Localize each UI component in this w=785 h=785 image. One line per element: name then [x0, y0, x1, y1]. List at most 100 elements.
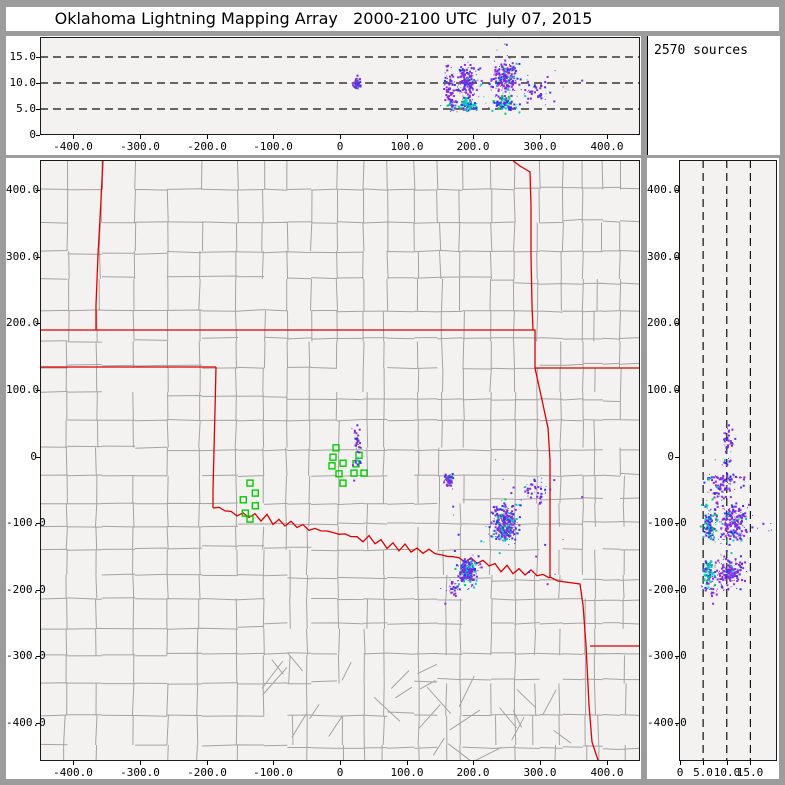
lightning-source-dot	[507, 79, 510, 82]
page-title: Oklahoma Lightning Mapping Array 2000-21…	[54, 9, 593, 28]
lightning-source-dot	[495, 94, 498, 97]
lightning-source-dot	[491, 535, 494, 538]
lightning-source-dot	[723, 518, 726, 521]
lightning-source-dot	[467, 61, 469, 63]
lightning-source-dot	[742, 534, 744, 536]
lightning-source-dot	[721, 584, 722, 586]
lightning-source-dot	[770, 523, 772, 524]
lightning-source-dot	[497, 524, 499, 526]
lightning-source-dot	[471, 87, 474, 90]
lightning-source-dot	[463, 103, 465, 106]
lightning-source-dot	[443, 480, 445, 481]
lightning-source-dot	[741, 517, 743, 520]
lightning-source-dot	[503, 79, 506, 82]
lightning-source-dot	[494, 509, 497, 512]
lightning-source-dot	[709, 571, 712, 574]
tick-label: 10.0	[713, 766, 741, 779]
lightning-source-dot	[499, 524, 502, 527]
lightning-source-dot	[724, 437, 727, 440]
lightning-source-dot	[708, 563, 710, 566]
lightning-source-dot	[709, 569, 712, 572]
lightning-source-dot	[356, 83, 359, 86]
lightning-source-dot	[509, 75, 512, 78]
lightning-source-dot	[712, 526, 714, 528]
lightning-source-dot	[706, 569, 708, 571]
tick-label: -400.0	[53, 766, 93, 779]
lightning-source-dot	[533, 84, 536, 87]
lightning-source-dot	[498, 522, 500, 525]
lightning-source-dot	[515, 526, 517, 528]
lightning-source-dot	[705, 516, 708, 519]
lma-station-marker	[339, 459, 347, 467]
tick-mark	[675, 457, 679, 458]
lightning-source-dot	[443, 475, 446, 478]
lightning-source-dot	[708, 518, 711, 521]
ew-altitude-plot[interactable]	[40, 37, 640, 135]
lightning-source-dot	[468, 103, 471, 106]
lightning-source-dot	[527, 495, 529, 497]
lightning-source-dot	[539, 95, 541, 98]
lightning-source-dot	[520, 89, 522, 91]
lightning-source-dot	[516, 532, 519, 535]
lightning-source-dot	[708, 572, 710, 574]
lightning-source-dot	[502, 505, 504, 507]
tick-mark	[703, 761, 704, 765]
lightning-source-dot	[729, 579, 732, 582]
lightning-source-dot	[463, 558, 466, 561]
lightning-source-dot	[534, 87, 536, 89]
lightning-source-dot	[526, 489, 529, 492]
lightning-source-dot	[546, 583, 549, 586]
lightning-source-dot	[502, 81, 504, 83]
lightning-source-dot	[358, 451, 361, 454]
lightning-source-dot	[445, 89, 448, 91]
lightning-source-dot	[714, 566, 716, 568]
lightning-source-dot	[467, 572, 470, 575]
lightning-source-dot	[461, 107, 463, 108]
lightning-source-dot	[722, 572, 724, 573]
lightning-source-dot	[495, 521, 497, 523]
lightning-source-dot	[729, 444, 731, 445]
lightning-source-dot	[449, 476, 451, 478]
lightning-source-dot	[462, 76, 465, 79]
lightning-source-dot	[468, 567, 470, 568]
tick-label: 100.0	[390, 140, 424, 153]
lightning-source-dot	[494, 70, 497, 73]
tick-label: 200.0	[456, 766, 490, 779]
lightning-source-dot	[737, 520, 739, 523]
lightning-source-dot	[710, 566, 713, 568]
lightning-source-dot	[453, 109, 455, 111]
tick-label: -300.0	[120, 140, 160, 153]
lightning-source-dot	[353, 86, 355, 88]
lightning-source-dot	[499, 80, 501, 82]
lightning-source-dot	[354, 461, 357, 464]
tick-mark	[340, 135, 341, 139]
lightning-source-dot	[501, 74, 503, 76]
lightning-source-dot	[449, 87, 451, 89]
ns-altitude-plot[interactable]	[679, 160, 777, 761]
lightning-source-dot	[736, 563, 738, 565]
lightning-source-dot	[728, 487, 731, 490]
lightning-source-dot	[490, 85, 493, 88]
lightning-source-dot	[708, 579, 710, 581]
lightning-source-dot	[447, 478, 450, 481]
lightning-source-dot	[466, 571, 468, 573]
lightning-source-dot	[440, 588, 442, 589]
lightning-source-dot	[715, 522, 717, 524]
lightning-source-dot	[534, 485, 536, 488]
lightning-source-dot	[494, 69, 497, 71]
lightning-source-dot	[462, 96, 465, 99]
lightning-source-dot	[509, 102, 512, 105]
lightning-source-dot	[356, 424, 359, 427]
lightning-source-dot	[721, 575, 724, 578]
lightning-source-dot	[466, 79, 468, 81]
lma-station-marker	[350, 469, 358, 477]
lightning-source-dot	[768, 530, 770, 532]
lightning-source-dot	[512, 523, 514, 525]
lightning-source-dot	[723, 488, 726, 491]
lightning-source-dot	[526, 101, 529, 104]
lightning-source-dot	[454, 567, 457, 570]
plan-view-map-plot[interactable]	[40, 160, 640, 761]
lightning-source-dot	[545, 93, 547, 95]
lightning-source-dot	[510, 526, 513, 529]
lma-station-marker	[239, 496, 248, 504]
